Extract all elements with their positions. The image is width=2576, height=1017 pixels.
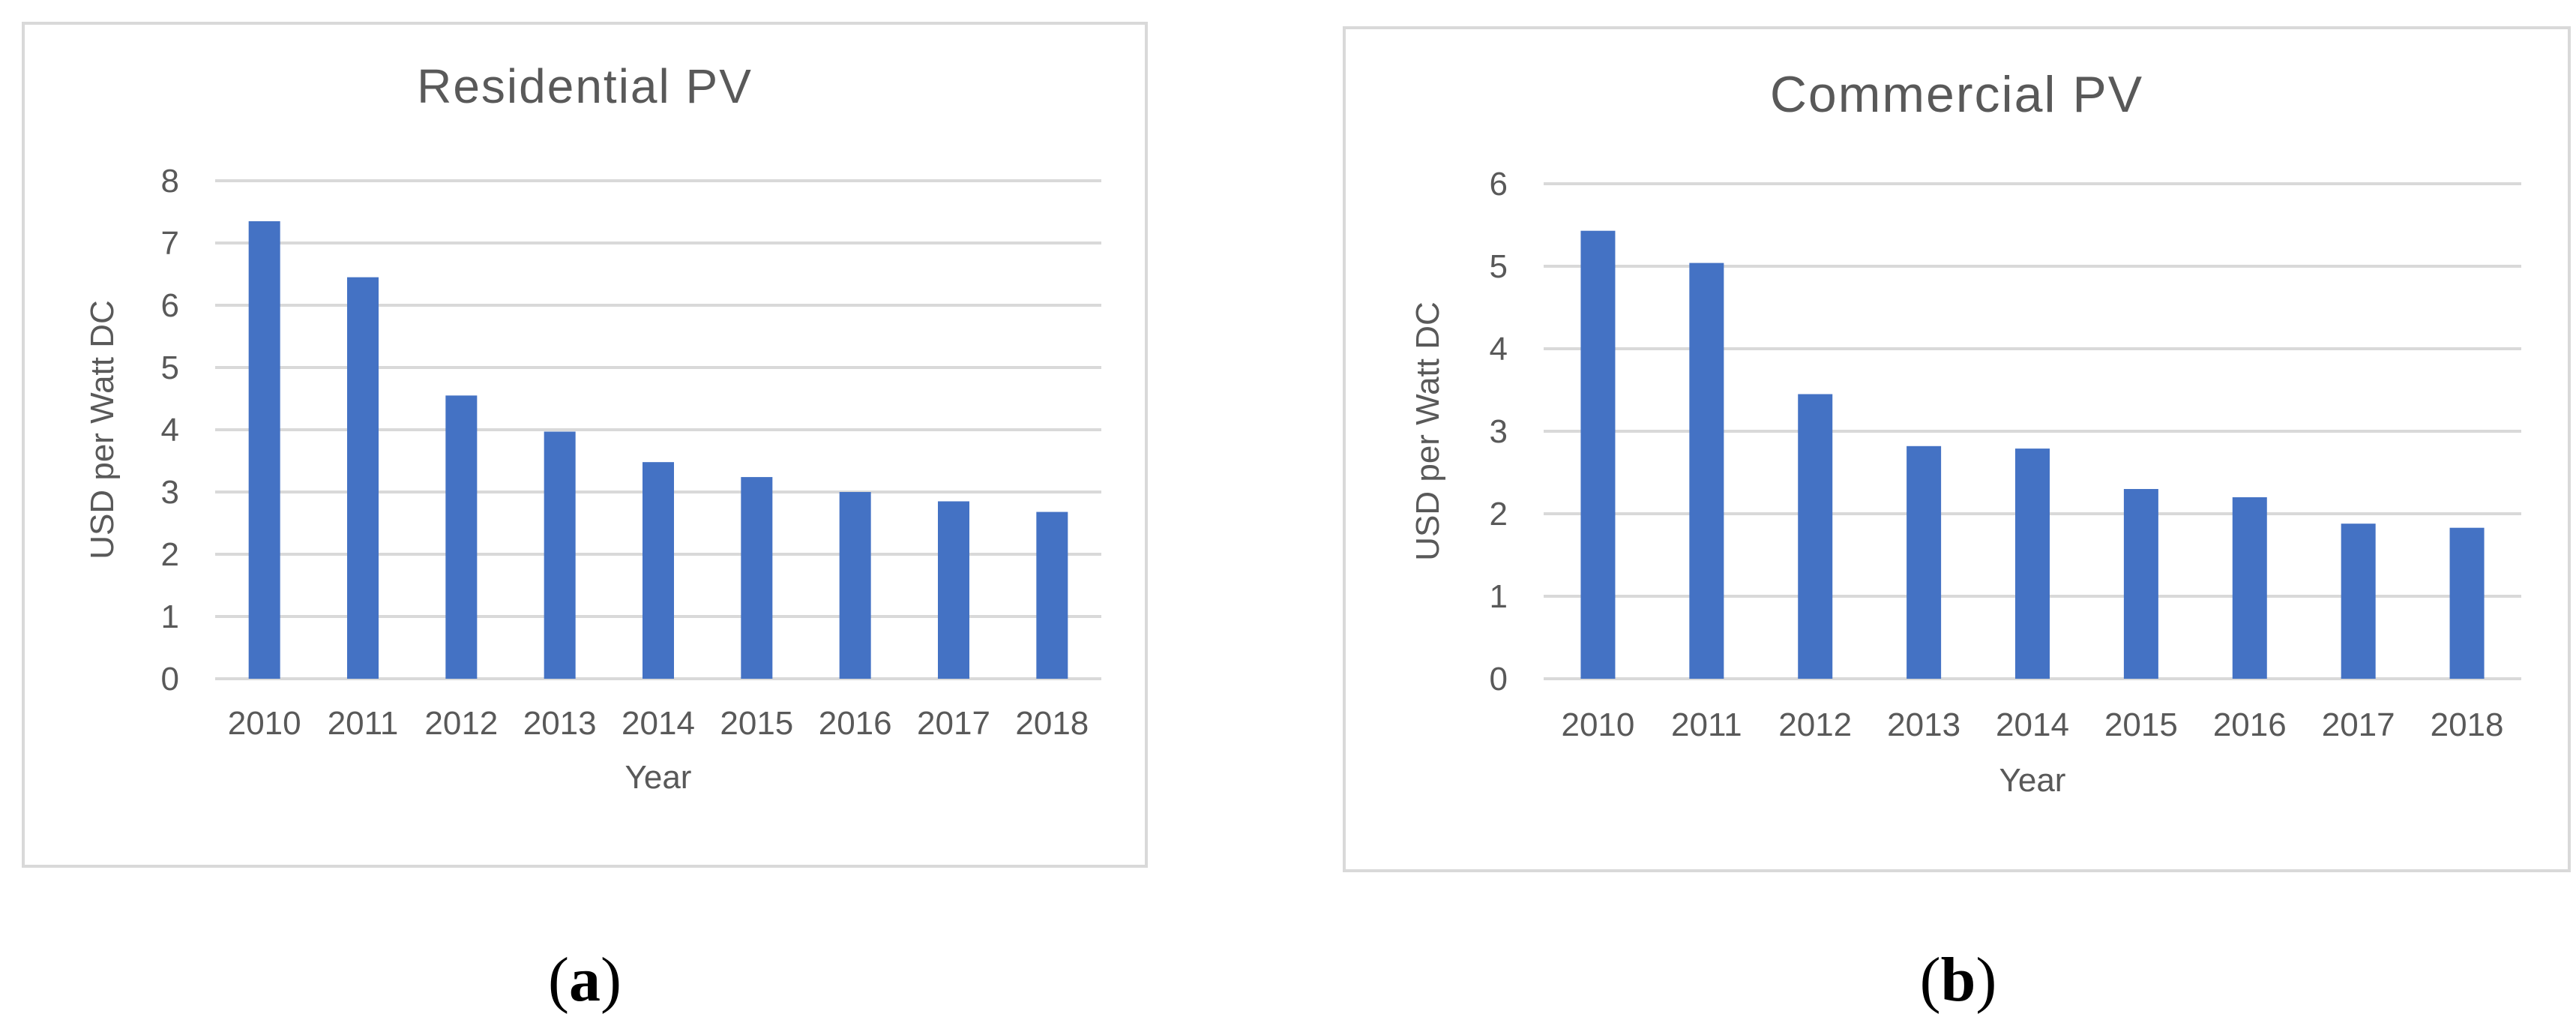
x-tick-label: 2016: [819, 705, 892, 742]
x-tick-label: 2017: [2322, 706, 2395, 743]
x-tick-label: 2017: [917, 705, 990, 742]
bar: [2449, 527, 2485, 679]
bar: [938, 501, 969, 679]
chart-svg-commercial: Commercial PV 0 1 2 3 4 5 6 2010 2011 2012 2013 2014…: [1343, 26, 2571, 872]
x-tick-label: 2013: [1887, 706, 1960, 743]
y-tick-label: 2: [1490, 496, 1508, 532]
bar: [445, 395, 478, 679]
y-tick-label: 0: [161, 661, 179, 698]
y-tick-label: 0: [1490, 661, 1508, 698]
y-tick-label: 1: [1490, 578, 1508, 615]
x-tick-label: 2016: [2213, 706, 2287, 743]
x-tick-label: 2015: [2104, 706, 2178, 743]
bar: [544, 431, 576, 679]
x-tick-label: 2018: [1015, 705, 1089, 742]
y-tick-label: 7: [161, 225, 179, 262]
y-tick-label: 1: [161, 598, 179, 635]
chart-svg-residential: Residential PV 0 1 2 3 4 5 6 7 8 2010 2011 2012 2013 2…: [22, 22, 1148, 868]
x-tick-label: 2018: [2431, 706, 2504, 743]
x-tick-label: 2014: [622, 705, 695, 742]
x-tick-label: 2012: [1778, 706, 1852, 743]
x-tick-label: 2013: [523, 705, 597, 742]
chart-title: Commercial PV: [1770, 66, 2143, 123]
chart-commercial-pv: Commercial PV 0 1 2 3 4 5 6 2010 2011 2012 2013 2014…: [1343, 26, 2571, 872]
y-tick-label: 3: [1490, 413, 1508, 450]
y-tick-label: 2: [161, 536, 179, 573]
bar: [2341, 524, 2376, 679]
x-tick-label: 2010: [228, 705, 301, 742]
y-tick-label: 8: [161, 163, 179, 200]
chart-residential-pv: Residential PV 0 1 2 3 4 5 6 7 8 2010 2011 2012 2013 2…: [22, 22, 1148, 868]
bar: [1580, 230, 1616, 679]
x-axis-label: Year: [1999, 762, 2066, 799]
y-tick-label: 5: [1490, 248, 1508, 285]
bar: [347, 277, 379, 679]
y-tick-label: 4: [161, 412, 179, 448]
bar: [643, 462, 674, 679]
chart-title: Residential PV: [417, 59, 753, 113]
bar: [1798, 394, 1833, 679]
y-tick-label: 4: [1490, 331, 1508, 368]
x-tick-label: 2011: [328, 705, 399, 742]
x-tick-label: 2015: [720, 705, 793, 742]
bar: [741, 477, 773, 679]
caption-a: (a): [548, 945, 622, 1015]
bar: [2123, 489, 2158, 679]
x-tick-label: 2014: [1996, 706, 2069, 743]
bar: [839, 492, 871, 679]
bar: [1689, 262, 1724, 680]
chart-border: [22, 22, 1148, 868]
y-tick-label: 3: [161, 474, 179, 511]
caption-b: (b): [1919, 945, 1997, 1015]
y-tick-label: 5: [161, 350, 179, 386]
bar: [2015, 448, 2050, 679]
y-tick-label: 6: [161, 287, 179, 324]
x-axis-label: Year: [625, 759, 692, 796]
bar: [2232, 497, 2267, 679]
x-tick-label: 2010: [1561, 706, 1634, 743]
bar: [1036, 512, 1068, 679]
y-tick-label: 6: [1490, 166, 1508, 202]
bar: [248, 220, 280, 679]
x-tick-label: 2011: [1671, 706, 1742, 743]
bar: [1907, 446, 1942, 679]
y-axis-label: USD per Watt DC: [1409, 302, 1446, 561]
x-tick-label: 2012: [424, 705, 498, 742]
chart-border: [1343, 26, 2571, 872]
y-axis-label: USD per Watt DC: [84, 300, 121, 560]
